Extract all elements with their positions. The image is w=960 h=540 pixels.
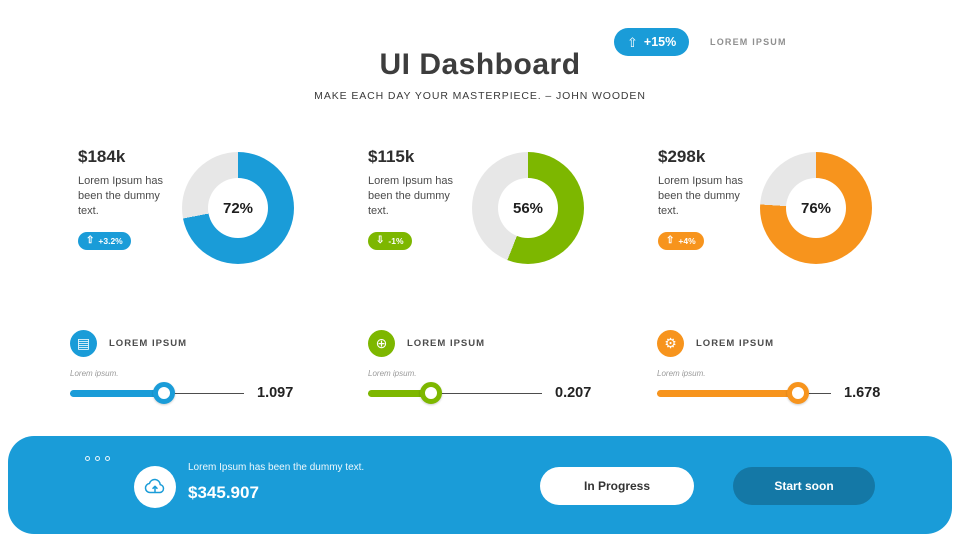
plus-circle-icon: ⊕ [368, 330, 395, 357]
stat-block-3: $298k Lorem Ipsum has been the dummy tex… [658, 147, 758, 250]
arrow-up-icon: ⇧ [86, 234, 95, 246]
slider-handle[interactable] [152, 382, 175, 404]
cloud-upload-icon [134, 466, 176, 508]
slider-label: LOREM IPSUM [407, 338, 486, 349]
stat-change-badge: ⇧ +3.2% [78, 231, 131, 250]
stat-amount: $184k [78, 147, 126, 166]
dot-icon [95, 456, 100, 461]
slider-block-3: ⚙ LOREM IPSUM Lorem ipsum. 1.678 [657, 330, 889, 404]
footer-description: Lorem Ipsum has been the dummy text. [188, 462, 365, 473]
slider-value: 1.097 [257, 385, 294, 401]
start-soon-button[interactable]: Start soon [733, 467, 875, 505]
stat-description: Lorem Ipsum has been the dummy text. [658, 175, 743, 217]
arrow-down-icon: ⇩ [376, 234, 385, 246]
stat-amount: $115k [368, 147, 415, 166]
footer-amount: $345.907 [188, 483, 259, 502]
page-subtitle: MAKE EACH DAY YOUR MASTERPIECE. – JOHN W… [314, 90, 646, 102]
slider-block-1: ▤ LOREM IPSUM Lorem ipsum. 1.097 [70, 330, 302, 404]
stat-description: Lorem Ipsum has been the dummy text. [368, 175, 453, 217]
slider-label: LOREM IPSUM [109, 338, 188, 349]
slider-track[interactable] [70, 382, 244, 404]
stat-block-2: $115k Lorem Ipsum has been the dummy tex… [368, 147, 468, 250]
slider-track[interactable] [368, 382, 542, 404]
donut-chart-2: 56% [472, 152, 584, 264]
stat-change-value: +3.2% [98, 235, 123, 246]
slider-handle[interactable] [786, 382, 809, 404]
slider-block-2: ⊕ LOREM IPSUM Lorem ipsum. 0.207 [368, 330, 600, 404]
stat-amount: $298k [658, 147, 706, 166]
header-badge-value: +15% [643, 35, 677, 49]
stat-block-1: $184k Lorem Ipsum has been the dummy tex… [78, 147, 178, 250]
donut-chart-1: 72% [182, 152, 294, 264]
page-title: UI Dashboard [379, 48, 581, 81]
slider-value: 0.207 [555, 385, 592, 401]
in-progress-button[interactable]: In Progress [540, 467, 694, 505]
donut-chart-3: 76% [760, 152, 872, 264]
header-badge-label: LOREM IPSUM [710, 37, 787, 47]
arrow-up-icon: ⇧ [627, 34, 638, 50]
donut-hole [786, 178, 846, 238]
stat-description: Lorem Ipsum has been the dummy text. [78, 175, 163, 217]
stat-change-value: +4% [678, 235, 696, 246]
stat-change-value: -1% [388, 235, 404, 246]
dot-icon [85, 456, 90, 461]
slider-sublabel: Lorem ipsum. [657, 369, 706, 378]
window-dots [85, 456, 110, 461]
arrow-up-icon: ⇧ [666, 234, 675, 246]
donut-hole [208, 178, 268, 238]
donut-percent-label: 72% [222, 199, 254, 217]
stat-change-badge: ⇩ -1% [368, 231, 412, 250]
slider-handle[interactable] [419, 382, 442, 404]
slider-fill [657, 390, 798, 397]
gear-icon: ⚙ [657, 330, 684, 357]
slider-track[interactable] [657, 382, 831, 404]
slider-value: 1.678 [844, 385, 881, 401]
slider-fill [70, 390, 164, 397]
donut-percent-label: 56% [512, 199, 544, 217]
list-icon: ▤ [70, 330, 97, 357]
header-trend-badge: ⇧ +15% [614, 28, 690, 56]
dot-icon [105, 456, 110, 461]
slider-fill [368, 390, 431, 397]
donut-hole [498, 178, 558, 238]
slider-baseline [368, 392, 542, 394]
donut-percent-label: 76% [800, 199, 832, 217]
slider-label: LOREM IPSUM [696, 338, 775, 349]
slider-sublabel: Lorem ipsum. [368, 369, 417, 378]
slider-sublabel: Lorem ipsum. [70, 369, 119, 378]
stat-change-badge: ⇧ +4% [658, 231, 704, 250]
footer-bar: Lorem Ipsum has been the dummy text. $34… [8, 436, 952, 534]
